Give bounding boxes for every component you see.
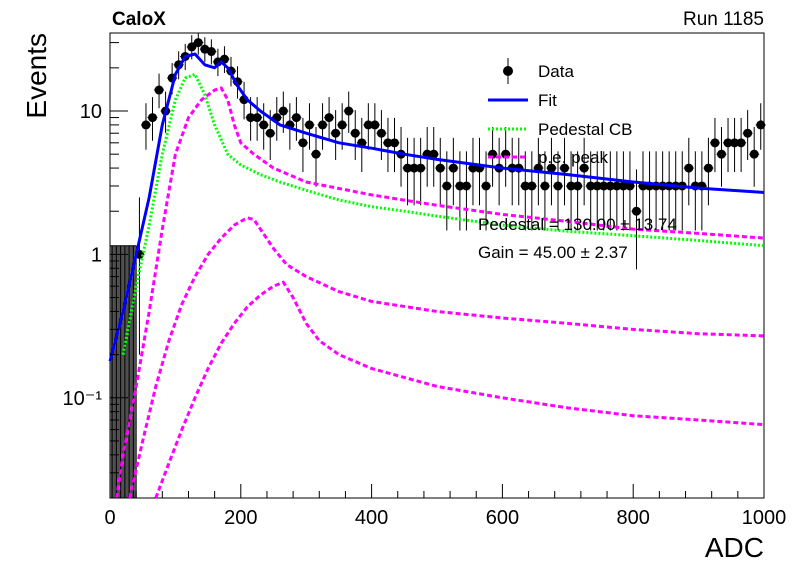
pe-peak-curve <box>128 216 765 499</box>
data-point <box>337 120 347 130</box>
pe-peak-curve <box>115 86 765 499</box>
data-point <box>304 120 314 130</box>
y-tick-label: 1 <box>91 244 102 266</box>
data-point <box>187 42 197 52</box>
data-point <box>350 128 360 138</box>
data-point <box>605 181 615 191</box>
data-point <box>403 163 413 173</box>
data-point <box>455 181 465 191</box>
title-left: CaloX <box>112 9 166 30</box>
data-point <box>363 120 373 130</box>
legend-label-pedestal: Pedestal CB <box>538 120 633 139</box>
data-point <box>148 113 158 123</box>
data-point <box>723 138 733 148</box>
data-point <box>298 138 308 148</box>
data-point <box>612 181 622 191</box>
data-point <box>625 181 635 191</box>
data-point <box>546 163 556 173</box>
data-point <box>481 181 491 191</box>
data-point <box>716 149 726 159</box>
data-point <box>416 163 426 173</box>
data-point <box>435 163 445 173</box>
data-point <box>540 181 550 191</box>
data-point <box>193 38 203 48</box>
data-point <box>259 120 269 130</box>
y-tick-label: 10⁻¹ <box>63 388 103 410</box>
data-point <box>730 138 740 148</box>
y-axis-label: Events <box>21 33 52 119</box>
data-point <box>344 106 354 116</box>
data-layer <box>108 33 766 499</box>
annotation-pedestal: Pedestal = 130.00 ± 13.74 <box>478 215 677 234</box>
x-tick-label: 400 <box>355 507 388 529</box>
data-point <box>684 163 694 173</box>
legend-entry-pedestal: Pedestal CB <box>488 120 633 139</box>
fit-annotations: Pedestal = 130.00 ± 13.74 Gain = 45.00 ±… <box>478 215 677 262</box>
data-point <box>631 206 641 216</box>
data-point <box>527 181 537 191</box>
data-point <box>756 120 766 130</box>
data-point <box>409 163 419 173</box>
plot-frame <box>109 32 765 499</box>
data-point <box>331 128 341 138</box>
legend-label-data: Data <box>538 62 574 81</box>
title-right: Run 1185 <box>683 9 764 30</box>
y-tick-label: 10 <box>80 101 102 123</box>
x-tick-label: 1000 <box>742 507 787 529</box>
data-point <box>141 120 151 130</box>
data-point <box>749 149 759 159</box>
legend: Data Fit Pedestal CB p.e. peak <box>488 58 633 167</box>
data-point <box>553 181 563 191</box>
data-point <box>520 181 530 191</box>
x-tick-label: 200 <box>224 507 257 529</box>
data-point <box>252 113 262 123</box>
pe-peak-curve <box>154 280 765 499</box>
data-point <box>736 138 746 148</box>
data-point <box>599 181 609 191</box>
x-axis: 0 200 400 600 800 1000 <box>104 484 786 529</box>
data-point <box>154 85 164 95</box>
data-point <box>389 138 399 148</box>
data-point <box>311 149 321 159</box>
legend-label-pe-peak: p.e. peak <box>538 148 608 167</box>
data-point <box>461 181 471 191</box>
legend-entry-fit: Fit <box>488 91 557 110</box>
data-point <box>370 120 380 130</box>
data-point <box>703 163 713 173</box>
legend-entry-data: Data <box>503 58 574 84</box>
data-point <box>618 181 628 191</box>
data-point <box>376 128 386 138</box>
data-point <box>324 113 334 123</box>
x-tick-label: 0 <box>104 507 115 529</box>
x-axis-label: ADC <box>705 532 764 563</box>
data-point <box>318 120 328 130</box>
data-point <box>442 181 452 191</box>
legend-entry-pe-peak: p.e. peak <box>488 148 608 167</box>
annotation-gain: Gain = 45.00 ± 2.37 <box>478 243 628 262</box>
data-point <box>560 163 570 173</box>
legend-label-fit: Fit <box>538 91 557 110</box>
data-point <box>278 106 288 116</box>
data-point <box>710 138 720 148</box>
data-point <box>265 128 275 138</box>
data-point <box>429 149 439 159</box>
data-point <box>383 138 393 148</box>
x-tick-label: 800 <box>617 507 650 529</box>
data-point <box>579 163 589 173</box>
data-point <box>573 181 583 191</box>
pedestal-cb-curve <box>121 72 765 355</box>
data-point <box>592 181 602 191</box>
x-tick-label: 600 <box>486 507 519 529</box>
fit-curve <box>108 52 765 362</box>
data-point <box>586 181 596 191</box>
data-point <box>246 113 256 123</box>
data-point <box>566 181 576 191</box>
data-point <box>448 163 458 173</box>
data-point <box>743 128 753 138</box>
y-axis: 10⁻¹ 1 10 <box>63 42 128 499</box>
data-point <box>206 47 216 57</box>
data-point <box>291 113 301 123</box>
